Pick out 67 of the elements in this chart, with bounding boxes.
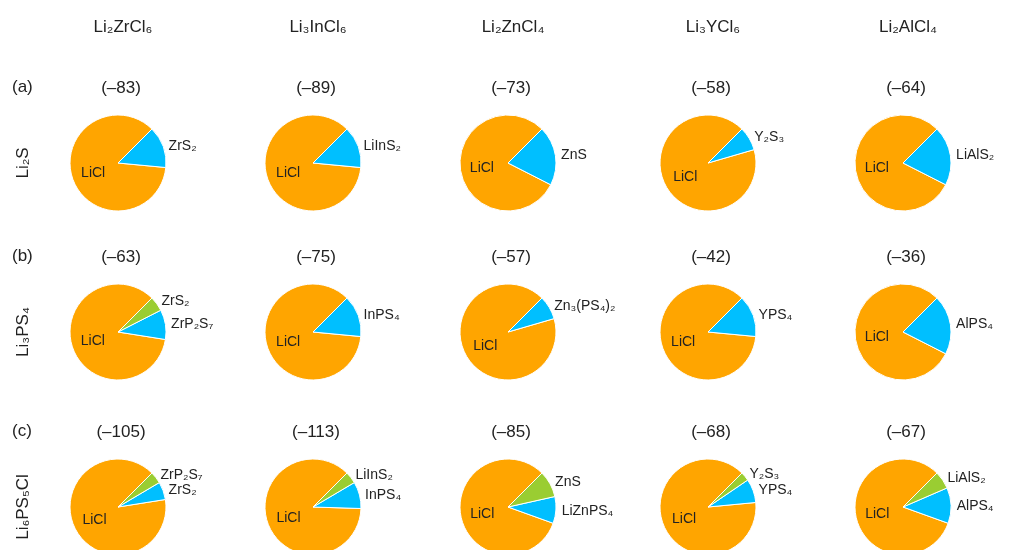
slice-label: LiCl [276,163,301,180]
slice-label: ZrP₂S₇ [160,465,203,482]
slice-label: LiCl [864,159,889,176]
chart-title: (–89) [296,78,336,97]
slice-label: YPS₄ [758,480,793,497]
slice-label: LiCl [82,510,107,527]
text: Li₃InCl₆ [289,17,347,36]
slice-label: Y₂S₃ [749,464,780,481]
chart-title: (–63) [101,247,141,266]
chart-title: (–75) [296,247,336,266]
slice-label: LiCl [672,510,697,527]
text: Li₃PS₄ [13,307,32,357]
chart-title: (–36) [886,247,926,266]
slice-label: ZrS₂ [168,480,197,497]
chart-title: (–83) [101,78,141,97]
slice-label: LiCl [671,332,696,349]
chart-title: (–67) [886,422,926,441]
pie-slice [659,283,757,381]
text: Li₆PS₅Cl [13,474,32,540]
slice-label: ZrP₂S₇ [171,315,214,332]
slice-label: AlPS₄ [956,315,994,332]
text: (b) [12,246,33,265]
slice-label: LiCl [473,337,498,354]
slice-label: InPS₄ [365,485,402,502]
chart-title: (–105) [96,422,146,441]
slice-label: LiZnPS₄ [561,502,614,519]
chart-title: (–64) [886,78,926,97]
slice-label: YPS₄ [758,305,793,322]
slice-label: LiCl [276,508,301,525]
slice-label: LiAlS₂ [947,468,986,485]
slice-label: LiInS₂ [363,136,401,153]
text: Li₂ZnCl₄ [481,17,545,36]
text: Li₂S [13,147,32,179]
slice-label: ZnS [555,473,581,489]
slice-label: LiAlS₂ [956,146,995,163]
pie-slice [264,283,362,381]
chart-title: (–68) [691,422,731,441]
slice-label: ZnS [561,146,587,163]
chart-title: (–57) [491,247,531,266]
slice-label: LiCl [276,332,301,349]
slice-label: Y₂S₃ [754,127,785,144]
slice-label: LiCl [81,163,106,180]
slice-label: LiCl [80,332,105,349]
chart-title: (–85) [491,422,531,441]
pie-slice [659,114,757,212]
slice-label: LiCl [470,504,495,521]
chart-title: (–58) [691,78,731,97]
slice-label: ZrS₂ [161,292,190,309]
text: Li₃YCl₆ [685,17,741,36]
slice-label: AlPS₄ [956,497,994,514]
text: (a) [12,77,33,96]
text: Li₂ZrCl₆ [93,17,153,36]
chart-title: (–73) [491,78,531,97]
pie-slice [264,114,362,212]
slice-label: Zn₃(PS₄)₂ [554,296,616,313]
text: Li₂AlCl₄ [879,17,938,36]
slice-label: LiCl [673,168,698,185]
chart-title: (–42) [691,247,731,266]
slice-label: InPS₄ [363,305,400,322]
text: (c) [12,421,32,440]
slice-label: LiCl [864,328,889,345]
slice-label: LiCl [469,159,494,176]
slice-label: LiInS₂ [355,465,393,482]
slice-label: LiCl [865,504,890,521]
slice-label: ZrS₂ [168,136,197,153]
pie-slice [69,114,167,212]
chart-title: (–113) [292,422,340,441]
